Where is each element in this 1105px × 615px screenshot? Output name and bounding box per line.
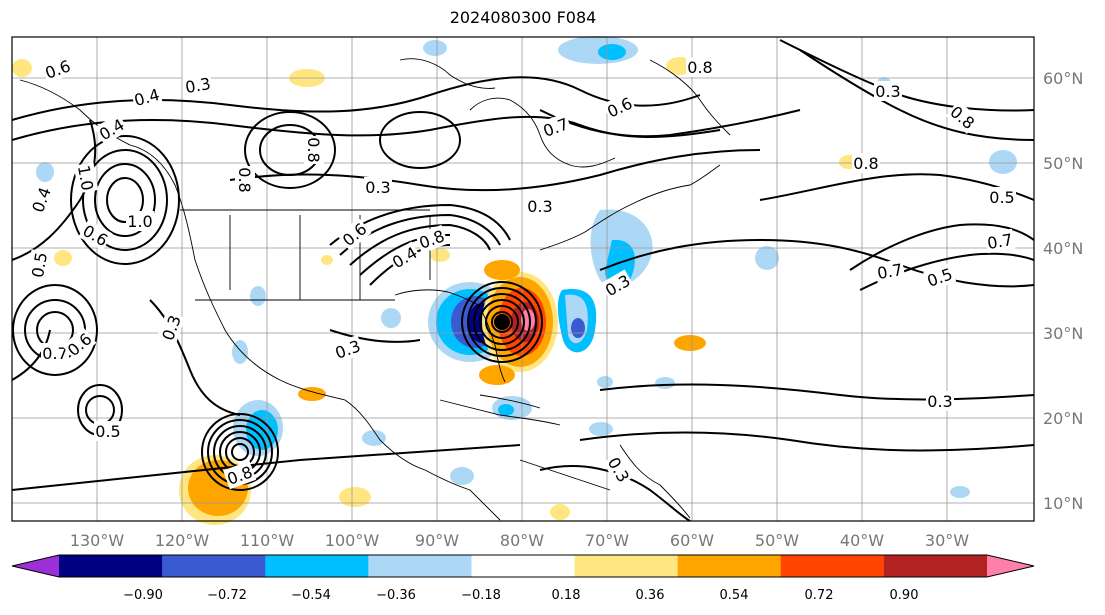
colorbar-tick-label: −0.54: [291, 588, 331, 603]
shade-eastatlantic-small-negative: [950, 486, 970, 498]
shade-hudson-negative: [558, 36, 638, 64]
map-title: 2024080300 F084: [449, 8, 597, 27]
longitude-labels: 130°W 120°W 110°W 100°W 90°W 80°W 70°W 6…: [70, 531, 969, 550]
contour-label: 0.3: [184, 74, 212, 97]
colorbar-tick-label: 0.36: [636, 588, 665, 603]
shade-central-atlantic-negative: [755, 246, 779, 270]
contour-label: 0.8: [687, 58, 712, 77]
lon-label: 90°W: [415, 531, 459, 550]
shade-negative-bahamas-strong: [498, 404, 514, 416]
lon-label: 110°W: [240, 531, 295, 550]
lon-label: 70°W: [585, 531, 629, 550]
colorbar-segment: [162, 555, 266, 577]
shade-eastatlantic-negative: [989, 150, 1017, 174]
colorbar-extend-max: [987, 555, 1034, 577]
lat-label: 30°N: [1043, 324, 1083, 343]
shade-caribbean-negative: [450, 467, 474, 485]
lat-label: 60°N: [1043, 69, 1083, 88]
latitude-labels: 60°N 50°N 40°N 30°N 20°N 10°N: [1043, 69, 1083, 513]
map-frame: [11, 36, 1035, 522]
lon-label: 120°W: [155, 531, 210, 550]
shade-atlantic-small-negative-2: [655, 377, 675, 389]
coastlines: [19, 58, 731, 521]
colorbar-segment: [780, 555, 885, 577]
colorbar-segment: [59, 555, 163, 577]
lon-label: 40°W: [840, 531, 884, 550]
colorbar-labels: −0.90 −0.72 −0.54 −0.36 −0.18 0.18 0.36 …: [123, 588, 918, 603]
shade-hudson-negative-strong: [598, 44, 626, 60]
shade-sa-positive: [550, 504, 570, 520]
contour-label: 0.7: [986, 230, 1014, 253]
contour-label: 0.5: [95, 422, 120, 441]
lon-label: 30°W: [925, 531, 969, 550]
lat-label: 40°N: [1043, 239, 1083, 258]
shade-atlantic-small-negative: [597, 376, 613, 388]
colorbar-segment: [471, 555, 576, 577]
contour-label: 0.3: [927, 392, 952, 411]
contour-label: 0.5: [989, 188, 1014, 207]
contour-label: 0.8: [304, 137, 323, 162]
lon-label: 80°W: [500, 531, 544, 550]
colorbar-tick-label: −0.36: [376, 588, 416, 603]
colorbar-segment: [883, 555, 988, 577]
shade-pacific-nw-negative: [36, 162, 54, 182]
colorbar-tick-label: 0.54: [720, 588, 749, 603]
lon-label: 50°W: [755, 531, 799, 550]
colorbar-segment: [265, 555, 369, 577]
lon-label: 130°W: [70, 531, 125, 550]
shade-mexico-negative: [250, 286, 266, 306]
contour-label: 0.5: [28, 251, 51, 279]
shade-canada-negative: [423, 40, 447, 56]
shade-gulf-positive: [298, 387, 326, 401]
colorbar-segment: [574, 555, 679, 577]
colorbar-tick-label: −0.90: [123, 588, 163, 603]
lat-label: 10°N: [1043, 494, 1083, 513]
shade-gulf-negative: [381, 308, 401, 328]
shade-atlantic-negative-strong: [571, 318, 585, 338]
shade-plains-positive: [321, 255, 333, 265]
shade-pacific-west-positive: [54, 250, 72, 266]
shade-alaska-positive: [12, 59, 32, 77]
colorbar-tick-label: 0.18: [552, 588, 581, 603]
colorbar-tick-label: 0.72: [805, 588, 834, 603]
shade-positive-florida: [479, 365, 515, 385]
colorbar-segment: [368, 555, 472, 577]
contour-label: 0.8: [853, 154, 878, 173]
map-panel: 0.6 0.3 0.4 0.3 0.8 0.3 0.7 0.6 0.8 0.3 …: [11, 36, 1035, 525]
colorbar-segment: [677, 555, 782, 577]
shade-positive-carolinas: [484, 260, 520, 280]
contour-label: 0.3: [875, 82, 900, 101]
lat-label: 50°N: [1043, 154, 1083, 173]
storm-atlantic-coast: [494, 314, 510, 330]
contour-label: 0.7: [876, 260, 904, 283]
shade-caribbean-negative-2: [589, 422, 613, 436]
colorbar-outline: [11, 554, 1035, 578]
shade-centralamerica-negative: [362, 430, 386, 446]
contour-label: 0.8: [235, 167, 254, 192]
lat-label: 20°N: [1043, 409, 1083, 428]
shade-positive-atlantic: [674, 335, 706, 351]
shade-midwest-positive: [430, 248, 450, 262]
colorbar-tick-label: 0.90: [890, 588, 919, 603]
shade-pacific-positive-2: [339, 487, 371, 507]
contour-label: 1.0: [127, 212, 152, 231]
colorbar-tick-label: −0.18: [461, 588, 501, 603]
lon-label: 100°W: [325, 531, 380, 550]
colorbar: [11, 554, 1035, 578]
colorbar-tick-label: −0.72: [207, 588, 247, 603]
colorbar-extend-min: [12, 555, 59, 577]
contour-label: 0.3: [365, 178, 390, 197]
contour-label: 0.3: [527, 197, 552, 216]
contour-label: 1.0: [74, 164, 97, 192]
contour-label: 0.7: [42, 344, 67, 363]
lon-label: 60°W: [670, 531, 714, 550]
